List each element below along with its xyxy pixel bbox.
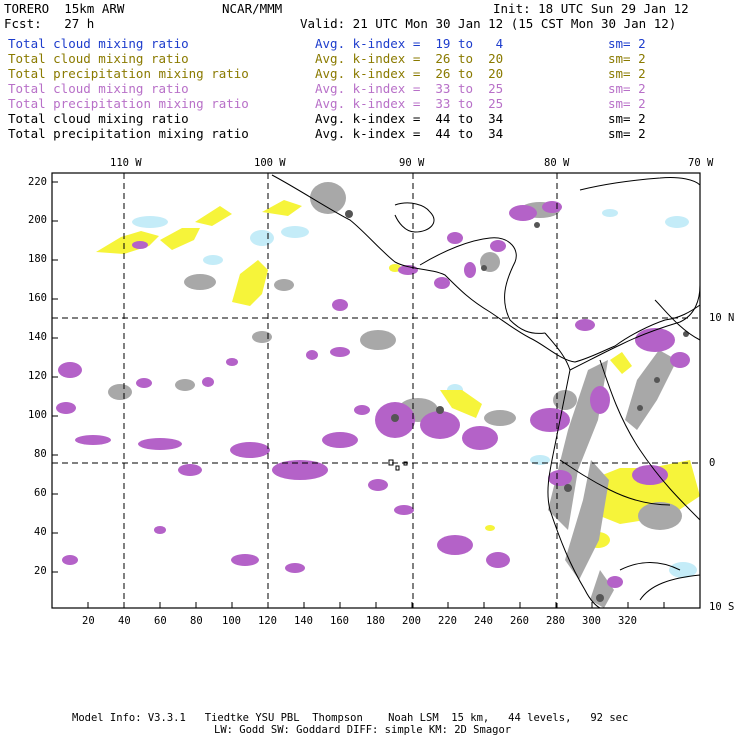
lat-label: 0 (709, 457, 716, 469)
lon-label: 110 W (110, 157, 142, 169)
lat-lon-grid (52, 173, 700, 608)
x-tick-label: 20 (82, 615, 95, 627)
x-tick-label: 220 (438, 615, 457, 627)
legend-sm: sm= 2 (608, 96, 646, 111)
x-tick-label: 280 (546, 615, 565, 627)
legend-sm: sm= 2 (608, 66, 646, 81)
x-tick-label: 60 (154, 615, 167, 627)
y-tick-label: 180 (28, 253, 47, 265)
legend-field: Total cloud mixing ratio (8, 51, 189, 66)
x-tick-label: 260 (510, 615, 529, 627)
x-tick-label: 320 (618, 615, 637, 627)
lon-label: 80 W (544, 157, 570, 169)
legend-sm: sm= 2 (608, 36, 646, 51)
org-label: NCAR/MMM (222, 1, 283, 16)
lon-label: 100 W (254, 157, 286, 169)
legend-sm: sm= 2 (608, 51, 646, 66)
legend-kindex: Avg. k-index = 44 to 34 (315, 111, 504, 126)
y-tick-label: 60 (34, 487, 47, 499)
lat-label: 10 S (709, 601, 735, 613)
legend-field: Total precipitation mixing ratio (8, 126, 249, 141)
legend-field: Total cloud mixing ratio (8, 111, 189, 126)
x-tick-label: 180 (366, 615, 385, 627)
x-tick-label: 240 (474, 615, 493, 627)
legend-field: Total cloud mixing ratio (8, 81, 189, 96)
y-tick-label: 100 (28, 409, 47, 421)
init-label: Init: 18 UTC Sun 29 Jan 12 (493, 1, 689, 16)
model-info-line1: Model Info: V3.3.1 Tiedtke YSU PBL Thomp… (72, 712, 629, 724)
legend-field: Total precipitation mixing ratio (8, 96, 249, 111)
cloud-dark-core-layer (345, 210, 689, 602)
y-tick-label: 220 (28, 176, 47, 188)
axis-ticks (52, 181, 665, 608)
y-tick-label: 200 (28, 214, 47, 226)
legend-kindex: Avg. k-index = 26 to 20 (315, 51, 504, 66)
legend-sm: sm= 2 (608, 111, 646, 126)
x-tick-label: 80 (190, 615, 203, 627)
x-tick-label: 100 (222, 615, 241, 627)
x-tick-label: 300 (582, 615, 601, 627)
y-tick-label: 20 (34, 565, 47, 577)
lon-label: 70 W (688, 157, 714, 169)
legend-sm: sm= 2 (608, 126, 646, 141)
legend-kindex: Avg. k-index = 19 to 4 (315, 36, 504, 51)
legend-field: Total cloud mixing ratio (8, 36, 189, 51)
legend-kindex: Avg. k-index = 33 to 25 (315, 81, 504, 96)
x-tick-label: 140 (294, 615, 313, 627)
model-label: TORERO 15km ARW (4, 1, 125, 16)
legend-sm: sm= 2 (608, 81, 646, 96)
cloud-purple-layer (56, 201, 690, 588)
model-info-line2: LW: Godd SW: Goddard DIFF: simple KM: 2D… (214, 724, 512, 736)
cloud-yellow-layer (96, 200, 700, 548)
legend-field: Total precipitation mixing ratio (8, 66, 249, 81)
lat-label: 10 N (709, 312, 735, 324)
legend-kindex: Avg. k-index = 33 to 25 (315, 96, 504, 111)
cloud-gray-layer (108, 182, 682, 608)
y-tick-label: 80 (34, 448, 47, 460)
legend-kindex: Avg. k-index = 26 to 20 (315, 66, 504, 81)
x-tick-label: 120 (258, 615, 277, 627)
valid-label: Valid: 21 UTC Mon 30 Jan 12 (15 CST Mon … (300, 16, 677, 31)
x-tick-label: 160 (330, 615, 349, 627)
forecast-label: Fcst: 27 h (4, 16, 95, 31)
coastlines (271, 174, 701, 609)
x-tick-label: 40 (118, 615, 131, 627)
y-tick-label: 40 (34, 526, 47, 538)
y-tick-label: 140 (28, 331, 47, 343)
legend-kindex: Avg. k-index = 44 to 34 (315, 126, 504, 141)
y-tick-label: 120 (28, 370, 47, 382)
x-tick-label: 200 (402, 615, 421, 627)
lon-label: 90 W (399, 157, 425, 169)
y-tick-label: 160 (28, 292, 47, 304)
